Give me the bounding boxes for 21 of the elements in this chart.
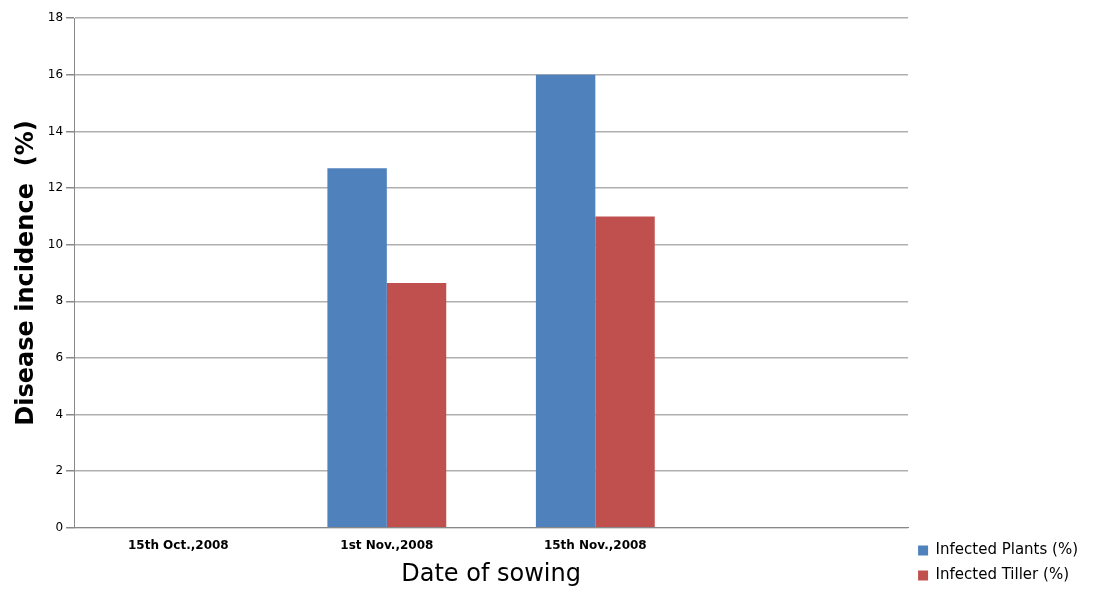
legend-label: Infected Tiller (%)	[935, 565, 1069, 584]
y-tick-label: 14	[47, 123, 64, 138]
x-axis-title: Date of sowing	[401, 558, 581, 587]
x-tick-label: 15th Nov.,2008	[543, 538, 647, 553]
x-tick-label: 15th Oct.,2008	[127, 538, 229, 553]
y-tick-label: 18	[47, 10, 64, 25]
y-tick-label: 6	[55, 350, 64, 365]
y-tick-label: 4	[55, 406, 64, 421]
y-axis-title: Disease incidence (%)	[10, 120, 39, 426]
bar	[327, 168, 387, 528]
y-tick-label: 16	[47, 66, 64, 81]
y-tick-label: 10	[47, 236, 64, 251]
x-tick-label: 1st Nov.,2008	[340, 538, 434, 553]
legend-label: Infected Plants (%)	[935, 540, 1078, 559]
bar	[595, 216, 655, 528]
y-tick-label: 2	[55, 463, 64, 478]
y-tick-label: 8	[55, 293, 64, 308]
bar	[535, 74, 596, 528]
y-tick-label: 12	[47, 180, 64, 195]
bar	[386, 282, 447, 528]
y-tick-label: 0	[55, 519, 64, 534]
